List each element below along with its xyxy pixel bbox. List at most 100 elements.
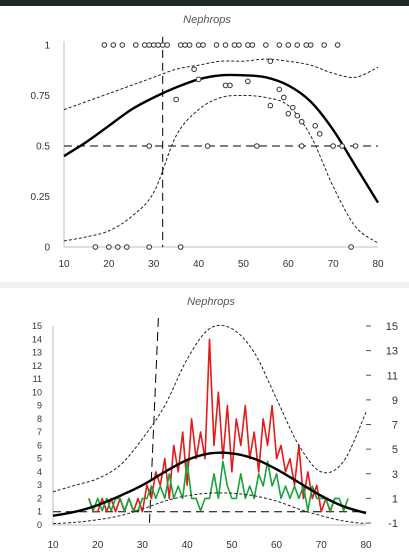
x-tick-label: 80 xyxy=(372,259,384,270)
top-strip xyxy=(0,0,409,6)
data-point xyxy=(177,244,184,250)
x-tick-label: 10 xyxy=(47,540,59,551)
data-point xyxy=(119,42,126,48)
data-point xyxy=(249,42,256,48)
right-y-tick-label: 3 xyxy=(392,469,398,481)
chart-2-title: Nephrops xyxy=(187,296,235,308)
chart-2-svg: Nephrops 0123456789101112131415-11357911… xyxy=(32,296,398,551)
left-y-tick-label: 8 xyxy=(37,414,42,424)
data-point xyxy=(222,82,229,89)
x-tick-label: 50 xyxy=(238,259,250,270)
x-tick-label: 70 xyxy=(328,259,340,270)
data-point xyxy=(213,42,220,48)
data-point xyxy=(334,42,341,48)
data-point xyxy=(101,42,108,48)
data-point xyxy=(330,143,336,149)
x-tick-label: 30 xyxy=(148,259,160,270)
data-point xyxy=(276,42,283,48)
data-point xyxy=(281,94,287,101)
left-y-tick-label: 1 xyxy=(37,507,42,517)
data-point xyxy=(245,78,251,85)
right-y-tick-label: 13 xyxy=(386,346,398,358)
y-tick-label: 0.5 xyxy=(36,142,50,153)
series-dotted-lower xyxy=(52,492,367,525)
data-point xyxy=(186,42,193,48)
x-tick-label: 10 xyxy=(58,259,70,270)
data-point xyxy=(254,143,260,149)
left-y-tick-label: 7 xyxy=(37,427,42,437)
data-point xyxy=(110,42,117,48)
data-point xyxy=(298,118,305,125)
y-tick-label: 0 xyxy=(44,243,50,254)
right-y-tick-label: 15 xyxy=(386,321,398,333)
data-point xyxy=(348,244,354,250)
right-y-tick-label: 5 xyxy=(392,444,398,456)
data-point xyxy=(263,42,269,48)
data-point xyxy=(289,104,296,111)
data-point xyxy=(298,143,305,149)
series-dotted-upper xyxy=(52,324,367,493)
left-y-tick-label: 14 xyxy=(32,334,42,344)
panel-gap xyxy=(0,282,409,288)
reference-line-vertical xyxy=(148,317,159,526)
right-y-tick-label: 9 xyxy=(392,395,398,407)
data-point xyxy=(222,42,229,48)
data-point xyxy=(321,42,327,48)
data-point xyxy=(267,102,274,109)
left-y-tick-label: 9 xyxy=(37,401,42,411)
data-point xyxy=(115,244,121,250)
data-point xyxy=(339,143,345,149)
x-tick-label: 80 xyxy=(360,540,372,551)
y-tick-label: 0.25 xyxy=(31,192,51,203)
data-point xyxy=(200,42,206,48)
data-point xyxy=(307,42,314,48)
data-point xyxy=(92,244,99,250)
x-tick-label: 30 xyxy=(137,540,149,551)
y-tick-label: 0.75 xyxy=(31,91,51,102)
left-y-tick-label: 13 xyxy=(32,348,42,358)
data-point xyxy=(285,110,292,117)
x-tick-label: 70 xyxy=(316,540,328,551)
data-point xyxy=(191,66,197,73)
data-point xyxy=(245,42,251,48)
data-point xyxy=(294,112,301,119)
right-y-tick-label: 7 xyxy=(392,420,398,432)
left-y-tick-label: 12 xyxy=(32,361,42,371)
data-point xyxy=(173,96,179,103)
series-dotted-lower xyxy=(63,94,379,244)
data-point xyxy=(159,42,166,48)
left-y-tick-label: 3 xyxy=(37,480,42,490)
series-solid-thick xyxy=(52,451,367,517)
x-tick-label: 20 xyxy=(92,540,104,551)
data-point xyxy=(236,42,242,48)
left-y-tick-label: 2 xyxy=(37,493,42,503)
data-point xyxy=(276,86,283,93)
data-point xyxy=(267,58,274,64)
x-tick-label: 40 xyxy=(193,259,205,270)
data-point xyxy=(303,42,310,48)
chart-1-title: Nephrops xyxy=(183,14,231,26)
left-y-tick-label: 0 xyxy=(37,520,42,530)
data-point xyxy=(146,42,153,48)
left-y-tick-label: 5 xyxy=(37,454,42,464)
chart-panel-2: Nephrops 0 1 2 3 4 5 6 7 8 9 10 11 12 13 14 15 -1 1 3 5 7 9 11… xyxy=(0,288,409,552)
data-point xyxy=(177,42,184,48)
data-point xyxy=(204,143,211,149)
data-point xyxy=(182,42,188,48)
left-y-tick-label: 11 xyxy=(33,374,42,384)
left-y-tick-label: 4 xyxy=(37,467,42,477)
data-point xyxy=(312,123,319,129)
right-y-tick-label: 1 xyxy=(392,493,398,505)
data-point xyxy=(164,42,170,48)
data-point xyxy=(141,42,148,48)
series-green-line xyxy=(88,460,349,512)
data-point xyxy=(124,244,130,250)
data-point xyxy=(195,42,202,48)
left-y-tick-label: 15 xyxy=(32,321,42,331)
x-tick-label: 40 xyxy=(182,540,194,551)
data-point xyxy=(150,42,157,48)
chart-1-svg: Nephrops 0 0.25 0.5 0.75 1 10 20 30 40 50 60 70 80 xyxy=(31,14,384,270)
data-point xyxy=(316,131,323,137)
x-tick-label: 60 xyxy=(271,540,283,551)
left-y-tick-label: 6 xyxy=(37,440,42,450)
